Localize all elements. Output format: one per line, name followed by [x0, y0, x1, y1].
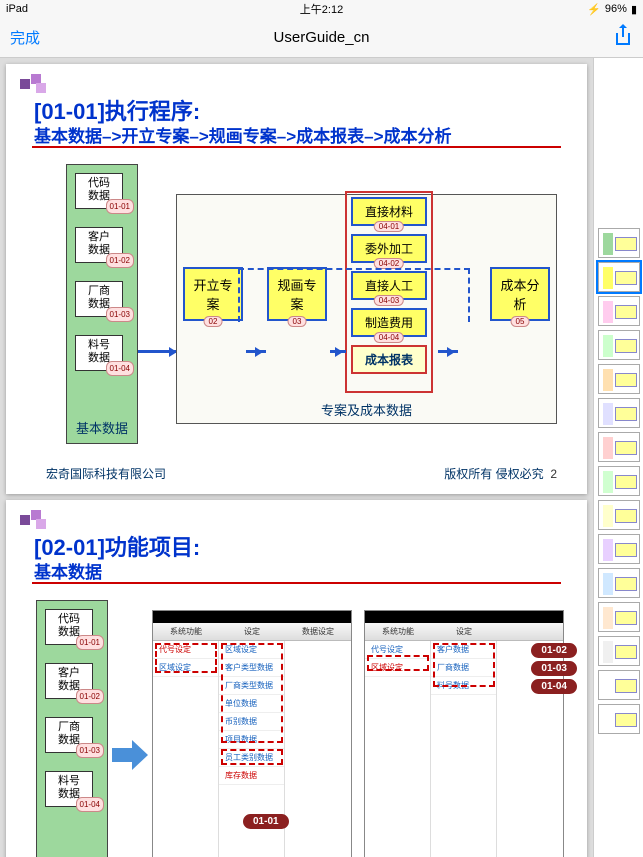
thumbnail[interactable] — [598, 670, 640, 700]
thumbnail[interactable] — [598, 228, 640, 258]
status-right: ⚡ 96% ▮ — [587, 3, 637, 16]
device-label: iPad — [6, 3, 28, 15]
arrow-icon — [438, 350, 458, 353]
slide2-subtitle: 基本数据 — [34, 558, 102, 583]
share-button[interactable] — [613, 23, 633, 52]
arrow-icon — [246, 350, 266, 353]
mini-box: 料号数据01-04 — [75, 335, 123, 371]
thumbnail[interactable] — [598, 568, 640, 598]
bluetooth-icon: ⚡ — [587, 3, 601, 16]
mini-box: 料号数据01-04 — [45, 771, 93, 807]
rights: 版权所有 侵权必究 — [444, 467, 543, 481]
battery-pct: 96% — [605, 3, 627, 15]
slide-footer: 宏奇国际科技有限公司 版权所有 侵权必究 2 — [46, 465, 557, 482]
nav-bar: 完成 UserGuide_cn — [0, 18, 643, 58]
thumbnail[interactable] — [598, 432, 640, 462]
pill-0103: 01-03 — [531, 661, 577, 676]
thumbnail[interactable] — [598, 330, 640, 360]
dash-highlight — [221, 749, 283, 765]
mini-box: 厂商数据01-03 — [75, 281, 123, 317]
dash-highlight — [433, 643, 495, 687]
status-bar: iPad 上午2:12 ⚡ 96% ▮ — [0, 0, 643, 18]
logo-icon — [20, 512, 53, 530]
basic-label: 基本数据 — [67, 418, 137, 437]
proj-label: 专案及成本数据 — [321, 400, 412, 419]
dash-highlight — [221, 643, 283, 743]
slide-1: [01-01]执行程序: 基本数据–>开立专案–>规画专案–>成本报表–>成本分… — [6, 64, 587, 494]
dash-path — [238, 268, 470, 322]
mini-box: 代码数据01-01 — [75, 173, 123, 209]
thumbnail[interactable] — [598, 296, 640, 326]
screenshot-1: 系统功能设定数据设定 代号设定区域设定 区域设定客户类型数据厂商类型数据单位数据… — [152, 610, 352, 857]
dash-highlight — [367, 655, 429, 671]
box-analysis: 成本分析05 — [490, 267, 550, 321]
diagram-2: 代码数据01-01 客户数据01-02 厂商数据01-03 料号数据01-04 … — [36, 600, 567, 857]
screenshot-2: 系统功能设定 代号设定区域设定 客户数据厂商数据料号数据 01-02 01-03… — [364, 610, 564, 857]
thumbnail[interactable] — [598, 466, 640, 496]
menu-item: 库存数据 — [219, 767, 284, 785]
thumbnail[interactable] — [598, 636, 640, 666]
divider — [32, 582, 561, 584]
mini-box: 客户数据01-02 — [75, 227, 123, 263]
slide-viewer[interactable]: [01-01]执行程序: 基本数据–>开立专案–>规画专案–>成本报表–>成本分… — [0, 58, 593, 857]
pill-0101: 01-01 — [243, 814, 289, 829]
box-cost: 直接材料04-01 — [351, 197, 427, 226]
thumbnail[interactable] — [598, 364, 640, 394]
box-cost: 委外加工04-02 — [351, 234, 427, 263]
thumbnail[interactable] — [598, 500, 640, 530]
thumbnail[interactable] — [598, 534, 640, 564]
thumbnail[interactable] — [598, 704, 640, 734]
divider — [32, 146, 561, 148]
slide1-subtitle: 基本数据–>开立专案–>规画专案–>成本报表–>成本分析 — [34, 122, 452, 147]
company: 宏奇国际科技有限公司 — [46, 465, 166, 482]
logo-icon — [20, 76, 53, 94]
battery-icon: ▮ — [631, 3, 637, 16]
page-num: 2 — [550, 467, 557, 481]
done-button[interactable]: 完成 — [10, 27, 40, 48]
thumbnail-strip[interactable] — [593, 58, 643, 857]
thumbnail[interactable] — [598, 602, 640, 632]
doc-title: UserGuide_cn — [274, 29, 370, 46]
box-cost-report: 成本报表 — [351, 345, 427, 374]
arrow-icon — [138, 350, 180, 353]
basic-data-box: 代码数据01-01 客户数据01-02 厂商数据01-03 料号数据01-04 … — [66, 164, 138, 444]
thumbnail[interactable] — [598, 398, 640, 428]
diagram-1: 代码数据01-01 客户数据01-02 厂商数据01-03 料号数据01-04 … — [66, 164, 557, 454]
slide-2: [02-01]功能项目: 基本数据 代码数据01-01 客户数据01-02 厂商… — [6, 500, 587, 857]
arrow-icon — [330, 350, 346, 353]
basic-data-box: 代码数据01-01 客户数据01-02 厂商数据01-03 料号数据01-04 — [36, 600, 108, 857]
share-icon — [613, 23, 633, 47]
mini-box: 代码数据01-01 — [45, 609, 93, 645]
pill-0102: 01-02 — [531, 643, 577, 658]
box-open: 开立专案02 — [183, 267, 243, 321]
pill-0104: 01-04 — [531, 679, 577, 694]
mini-box: 厂商数据01-03 — [45, 717, 93, 753]
thumbnail[interactable] — [598, 262, 640, 292]
big-arrow-icon — [112, 740, 148, 770]
status-time: 上午2:12 — [300, 1, 343, 17]
mini-box: 客户数据01-02 — [45, 663, 93, 699]
dash-highlight — [155, 643, 217, 673]
